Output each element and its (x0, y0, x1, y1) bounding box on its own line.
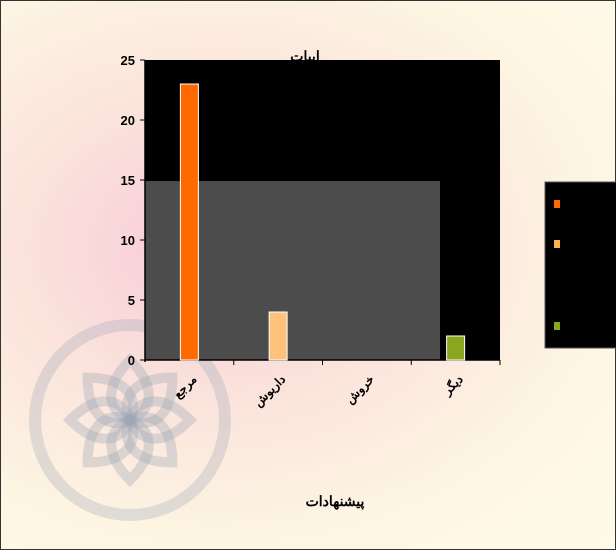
x-category-label-1: داریوش (251, 372, 289, 410)
legend-swatch-1 (554, 240, 560, 248)
y-tick-label-5: 25 (121, 53, 135, 68)
background-ornament (29, 319, 231, 521)
y-tick-label-0: 0 (128, 353, 135, 368)
legend-swatch-2 (554, 322, 560, 330)
y-tick-label-3: 15 (121, 173, 135, 188)
x-axis-title: پیشنهادات (306, 493, 365, 510)
bar-1 (268, 311, 288, 361)
y-tick-label-1: 5 (128, 293, 135, 308)
legend-box (544, 181, 616, 349)
legend-swatch-0 (554, 200, 560, 208)
x-category-label-3: دیگر (439, 372, 467, 400)
bar-data-label-0: 23 (182, 66, 196, 81)
x-category-label-2: خروش (343, 372, 378, 407)
legend (544, 181, 616, 349)
y-tick-label-4: 20 (121, 113, 135, 128)
bar-3 (446, 335, 466, 361)
y-tick-label-2: 10 (121, 233, 135, 248)
bar-0 (179, 83, 199, 361)
chart-title: ابیات (290, 48, 319, 64)
